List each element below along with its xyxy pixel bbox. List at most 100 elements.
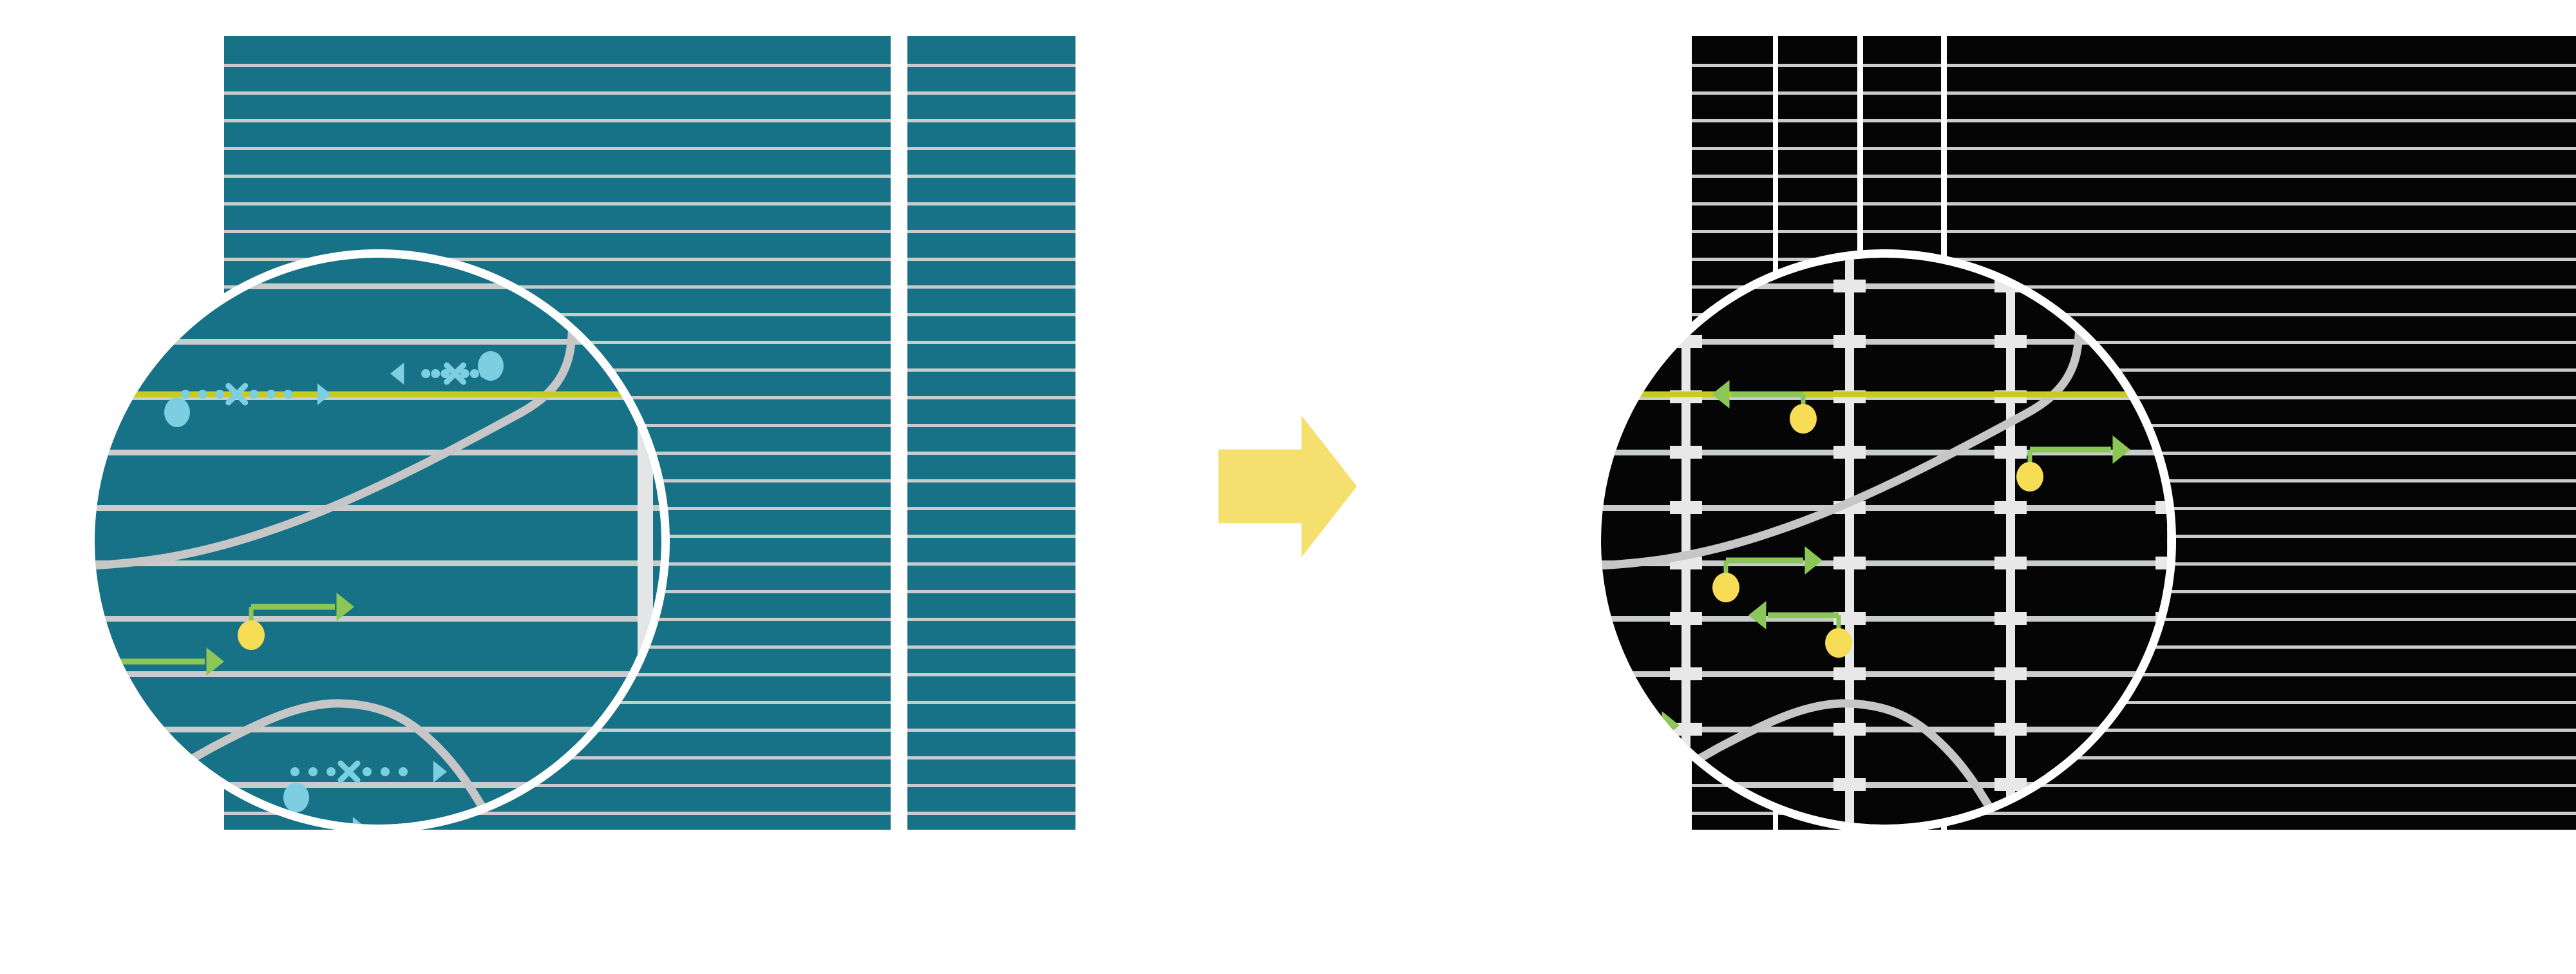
x-stroke <box>225 383 249 406</box>
gridline <box>1947 479 2576 482</box>
magnifier-gridline <box>95 339 661 345</box>
gridline <box>907 590 1075 593</box>
gridline <box>1863 91 1941 95</box>
gridline <box>224 258 891 261</box>
gridline <box>1947 701 2576 704</box>
magnifier-gridline <box>1601 616 2168 622</box>
magnifier-gridline <box>1601 560 2168 566</box>
trail-dot <box>198 390 207 399</box>
x-marker <box>444 362 467 385</box>
gridline <box>224 230 891 233</box>
gridline <box>1947 590 2576 593</box>
gridline <box>1947 507 2576 510</box>
gridline <box>907 313 1075 316</box>
gridline <box>1692 91 1773 95</box>
gridline <box>1947 202 2576 205</box>
gridline <box>1947 812 2576 815</box>
trail-dot <box>381 767 390 776</box>
arrow-head <box>1748 601 1766 629</box>
origin-marker-dot <box>1825 628 1852 658</box>
teal-striped-panel-column-2 <box>907 36 1075 830</box>
gridline <box>907 673 1075 676</box>
gridline <box>1947 562 2576 566</box>
trail-dot <box>266 390 276 399</box>
road-path-1 <box>95 258 577 571</box>
x-stroke <box>337 760 361 783</box>
gridline <box>907 91 1075 95</box>
gridline-tick <box>1833 612 1866 625</box>
vertical-gridline-4 <box>2167 258 2168 825</box>
left-magnifier-content <box>95 258 661 825</box>
dotted-arrow-3 <box>283 760 447 812</box>
arrow-head <box>433 761 447 783</box>
origin-dot <box>283 783 309 812</box>
gridline <box>1947 756 2576 759</box>
gridline <box>1778 119 1857 122</box>
gridline <box>1947 285 2576 289</box>
left-magnifier-circle <box>86 249 670 833</box>
arrow-head <box>1804 546 1823 575</box>
magnifier-gridline <box>1601 339 2168 345</box>
vertical-gridline-3 <box>2006 258 2015 825</box>
gridline <box>1692 147 1773 150</box>
gridline <box>1947 91 2576 95</box>
green-arrow-1 <box>238 593 354 650</box>
x-marker <box>337 760 361 783</box>
gridline <box>907 175 1075 178</box>
gridline-tick <box>1670 501 1702 514</box>
gridline <box>1947 230 2576 233</box>
gridline <box>907 119 1075 122</box>
gridline <box>1778 64 1857 67</box>
origin-dot <box>164 397 190 427</box>
gridline <box>1947 535 2576 538</box>
gridline <box>1863 119 1941 122</box>
magnifier-gridline <box>1601 671 2168 677</box>
magnifier-gridline <box>1601 283 2168 289</box>
gridline <box>907 396 1075 399</box>
magnifier-gridline <box>95 505 661 511</box>
gridline <box>907 202 1075 205</box>
magnifier-gridline <box>95 671 661 677</box>
dotted-arrow-1 <box>164 383 331 427</box>
gridline <box>1692 812 1773 815</box>
gridline <box>1947 729 2576 732</box>
right-magnifier-circle <box>1593 249 2176 833</box>
yellow-right-arrow <box>1218 415 1357 557</box>
gridline-tick <box>2155 501 2168 514</box>
magnifier-gridline <box>1601 450 2168 455</box>
gridline <box>224 784 891 787</box>
gridline <box>1947 313 2576 316</box>
gridline <box>907 479 1075 482</box>
arrow-head <box>317 383 331 405</box>
gridline-tick <box>1994 446 2027 459</box>
gridline <box>224 202 891 205</box>
gridline <box>1947 147 2576 150</box>
gridline <box>1778 230 1857 233</box>
gridline <box>1778 202 1857 205</box>
gridline <box>1692 230 1773 233</box>
trail-dot <box>308 767 317 776</box>
gridline <box>1692 64 1773 67</box>
origin-marker-dot <box>1712 573 1739 602</box>
magnifier-gridline <box>95 782 661 788</box>
column-2-fill <box>907 36 1075 830</box>
vertical-gridline-2 <box>1845 258 1854 825</box>
gridline <box>907 535 1075 538</box>
gridline <box>907 562 1075 566</box>
gridline <box>224 147 891 150</box>
arrow-head <box>390 363 404 385</box>
gridline <box>1863 230 1941 233</box>
gridline <box>907 285 1075 289</box>
gridline-tick <box>1833 557 1866 569</box>
gridline <box>907 756 1075 759</box>
trail-dot <box>215 390 225 399</box>
green-arrow-4 <box>1748 601 1852 658</box>
gridline-tick <box>1994 335 2027 348</box>
trail-dot <box>469 369 479 378</box>
gridline-tick <box>1833 446 1866 459</box>
gridline <box>907 230 1075 233</box>
origin-marker-dot <box>1790 404 1817 434</box>
x-stroke <box>444 362 467 385</box>
gridline <box>1947 396 2576 399</box>
gridline <box>907 64 1075 67</box>
